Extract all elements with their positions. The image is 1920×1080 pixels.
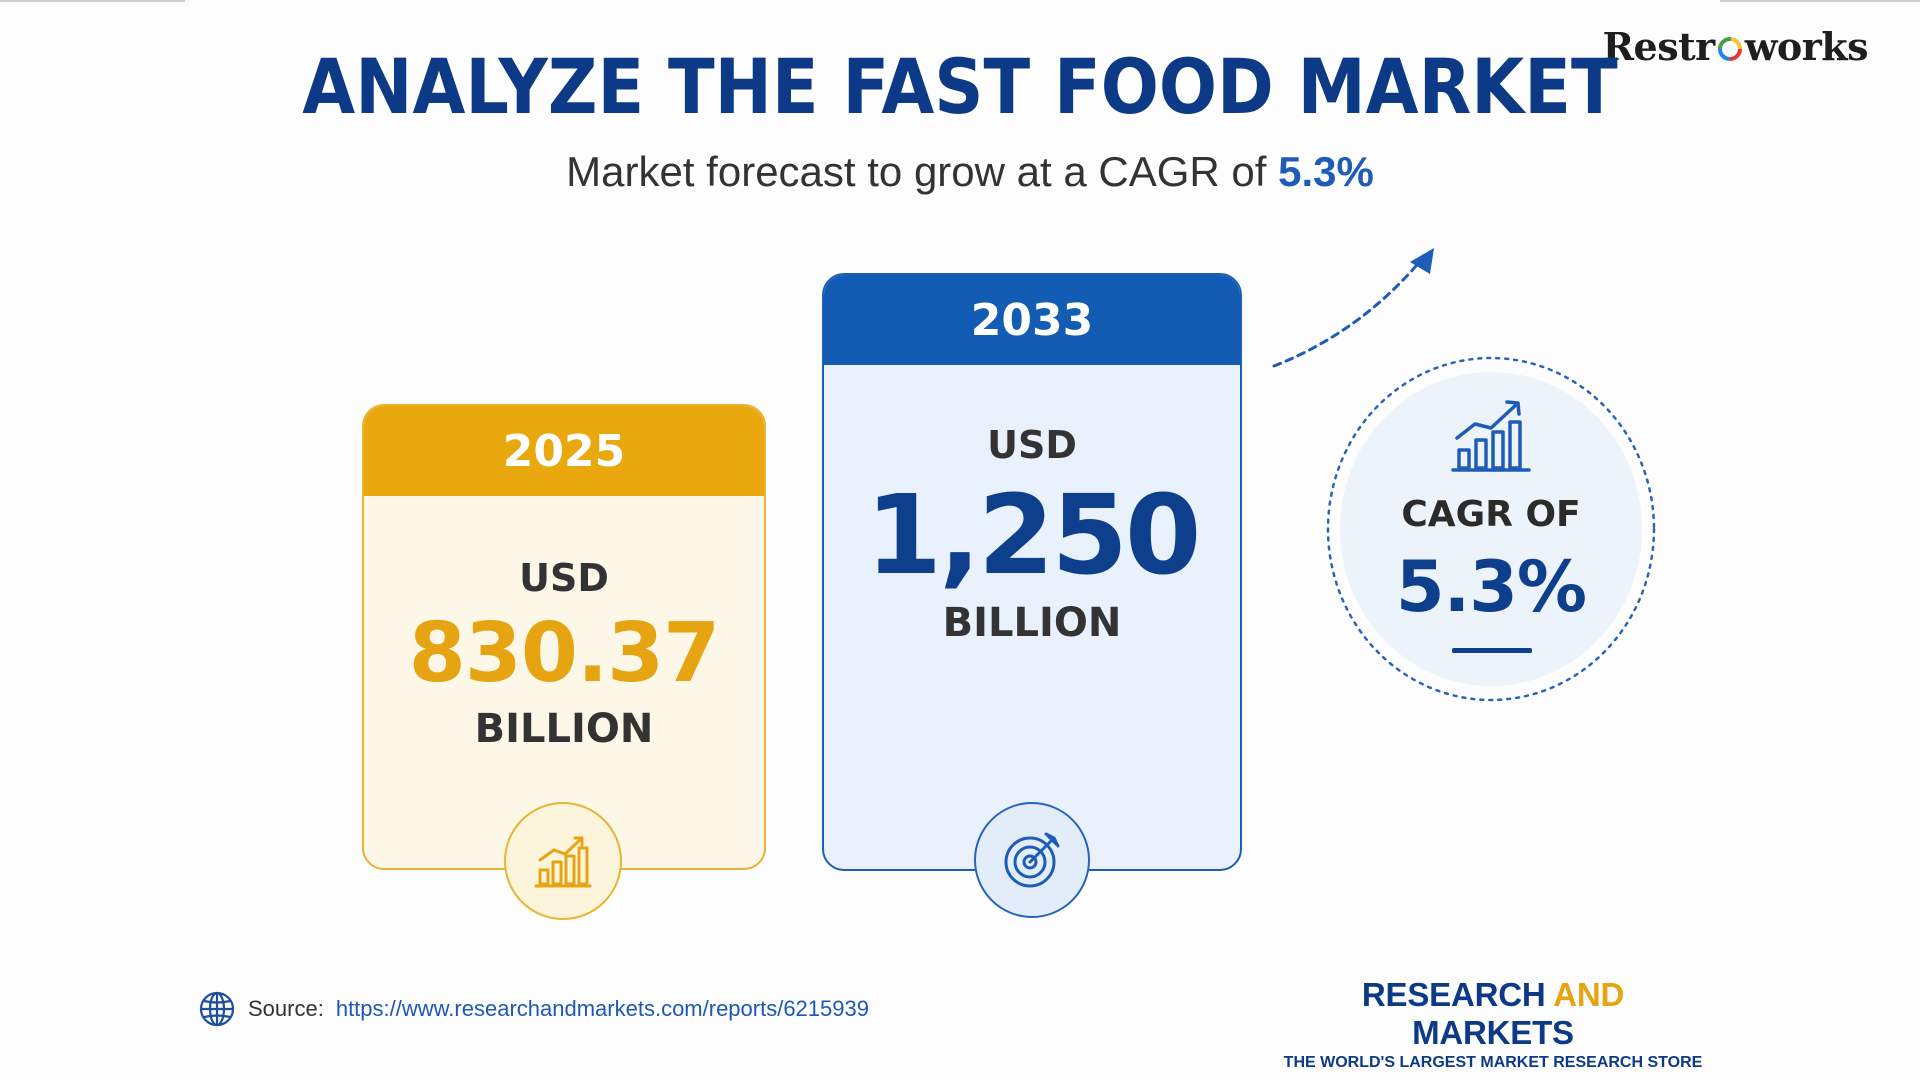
top-divider-left — [0, 0, 185, 2]
cagr-circle: CAGR OF 5.3% — [1326, 356, 1656, 702]
cagr-inner-disc — [1340, 372, 1642, 686]
source-line: Source: https://www.researchandmarkets.c… — [198, 990, 869, 1028]
cagr-dotted-ring — [1326, 356, 1656, 702]
card-2025-badge — [504, 802, 622, 920]
top-divider-right — [1720, 0, 1920, 2]
brand-logo: Restr works — [1602, 24, 1868, 69]
card-2033-year: 2033 — [824, 275, 1240, 365]
brand-name-right: works — [1744, 24, 1869, 69]
card-2025: 2025 USD 830.37 BILLION — [362, 404, 766, 870]
card-2033-badge — [974, 802, 1090, 918]
card-2025-currency: USD — [519, 556, 609, 600]
publisher-name-part1: RESEARCH — [1361, 976, 1546, 1013]
card-2025-unit: BILLION — [474, 706, 654, 752]
page-subtitle: Market forecast to grow at a CAGR of 5.3… — [0, 148, 1920, 196]
publisher-name-and: AND — [1553, 976, 1625, 1013]
publisher-tagline: THE WORLD'S LARGEST MARKET RESEARCH STOR… — [1283, 1054, 1703, 1071]
bar-chart-growth-icon — [1451, 400, 1531, 472]
publisher-logo: RESEARCH AND MARKETS THE WORLD'S LARGEST… — [1278, 976, 1708, 1072]
source-label: Source: — [248, 996, 324, 1021]
publisher-name-part2: MARKETS — [1412, 1014, 1574, 1051]
cagr-underline — [1452, 648, 1532, 653]
growth-arrow-icon — [1272, 248, 1434, 368]
bar-chart-growth-icon — [534, 836, 592, 888]
page-title: ANALYZE THE FAST FOOD MARKET — [302, 42, 1618, 131]
subtitle-text: Market forecast to grow at a CAGR of — [566, 148, 1267, 195]
source-link[interactable]: https://www.researchandmarkets.com/repor… — [335, 996, 869, 1021]
card-2033: 2033 USD 1,250 BILLION — [822, 273, 1242, 871]
cagr-value: 5.3% — [1395, 546, 1587, 628]
brand-ring-icon — [1717, 36, 1742, 61]
card-2033-unit: BILLION — [942, 600, 1122, 646]
card-2033-currency: USD — [987, 423, 1077, 467]
subtitle-cagr-value: 5.3% — [1278, 148, 1374, 195]
card-2025-value: 830.37 — [408, 606, 720, 701]
globe-icon — [199, 991, 235, 1027]
brand-name-left: Restr — [1602, 24, 1715, 69]
card-2033-value: 1,250 — [865, 471, 1202, 599]
publisher-name: RESEARCH AND MARKETS — [1278, 976, 1708, 1052]
card-2025-year: 2025 — [364, 406, 764, 496]
target-arrow-icon — [1004, 832, 1060, 888]
cagr-label: CAGR OF — [1401, 494, 1581, 535]
